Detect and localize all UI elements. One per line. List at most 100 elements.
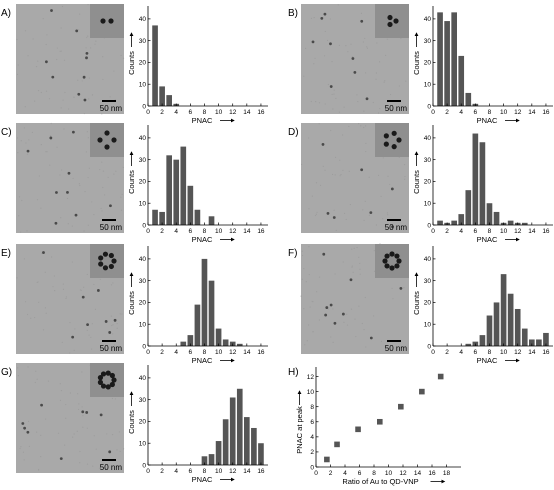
micrograph-grain (91, 348, 93, 350)
nanoparticle (390, 187, 394, 191)
micrograph-grain (48, 98, 51, 100)
micrograph-grain (88, 98, 90, 100)
micrograph-grain (41, 252, 43, 254)
micrograph-grain (368, 214, 370, 216)
y-tick-label: 20 (424, 179, 432, 186)
nanoparticle (74, 213, 78, 217)
nanoparticle (329, 85, 333, 88)
micrograph-grain (23, 258, 26, 260)
nanoparticle (50, 9, 53, 12)
micrograph-grain (315, 213, 318, 215)
nanoparticle (324, 313, 328, 317)
micrograph-grain (45, 43, 47, 46)
nanoparticle (349, 278, 353, 282)
histogram-bar (521, 222, 528, 225)
x-axis-label: Ratio of Au to QD-VNP (342, 477, 418, 486)
inset-particle (111, 137, 117, 143)
micrograph-grain (377, 174, 380, 176)
micrograph-grain (59, 383, 61, 385)
micrograph-grain (34, 316, 36, 319)
micrograph-grain (26, 230, 28, 232)
inset-particle (384, 263, 390, 269)
x-tick-label: 6 (189, 228, 193, 235)
micrograph-grain (83, 112, 85, 115)
x-tick-label: 18 (443, 470, 451, 477)
micrograph-grain (304, 344, 306, 346)
micrograph-grain (94, 43, 96, 45)
inset-particle (394, 263, 400, 269)
micrograph-grain (334, 273, 336, 275)
micrograph-grain (78, 29, 80, 31)
y-axis-label: Counts (127, 170, 136, 194)
x-tick-label: 8 (488, 228, 492, 235)
x-tick-label: 12 (229, 228, 237, 235)
micrograph-grain (357, 100, 359, 103)
y-tick-label: 10 (307, 389, 315, 396)
micrograph-grain (361, 322, 363, 325)
micrograph-grain (318, 319, 321, 321)
micrograph-grain (44, 307, 47, 309)
micrograph-grain (42, 18, 44, 20)
x-tick-label: 12 (229, 349, 237, 356)
histogram-bar (236, 388, 243, 465)
micrograph-grain (386, 38, 389, 40)
x-tick-label: 8 (203, 468, 207, 475)
x-tick-label: 6 (189, 109, 193, 116)
inset-particle (98, 261, 104, 267)
histogram-bar (244, 417, 250, 465)
nanoparticle (365, 97, 369, 101)
x-tick-label: 14 (243, 468, 251, 475)
micrograph-grain (63, 128, 65, 130)
inset-particle (102, 251, 109, 257)
micrograph-grain (44, 271, 46, 273)
micrograph-grain (86, 131, 88, 133)
micrograph-grain (350, 308, 353, 310)
nanoparticle (51, 75, 55, 79)
micrograph-grain (310, 17, 313, 19)
histogram-bar (451, 220, 457, 225)
micrograph-grain (351, 265, 353, 267)
histogram-chart: 0 10 20 30 40 0 2 4 6 8 10 12 14 16 PNAC Counts (127, 246, 268, 365)
nanoparticle (83, 98, 87, 102)
micrograph-grain (17, 152, 19, 154)
x-axis-label: PNAC (477, 116, 498, 125)
histogram-bar (465, 343, 472, 346)
micrograph-grain (404, 175, 406, 178)
micrograph-grain (86, 427, 88, 429)
x-tick-label: 16 (257, 468, 265, 475)
inset-particle (97, 375, 104, 381)
scale-bar-label: 50 nm (100, 104, 123, 113)
tem-micrograph: 50 nm (16, 4, 125, 115)
micrograph-grain (16, 277, 18, 279)
nanoparticle (45, 60, 48, 64)
scale-bar (102, 459, 116, 461)
y-tick-label: 30 (139, 397, 147, 404)
micrograph-grain (113, 173, 115, 175)
micrograph-grain (327, 308, 330, 310)
micrograph-grain (112, 282, 114, 284)
x-tick-label: 0 (431, 109, 435, 116)
micrograph-grain (49, 135, 52, 137)
micrograph-grain (403, 164, 406, 166)
y-axis-label: Counts (412, 51, 421, 75)
panel-label: F) (288, 248, 297, 259)
x-tick-label: 2 (160, 228, 164, 235)
micrograph-grain (40, 434, 42, 436)
micrograph-grain (359, 268, 361, 270)
micrograph-grain (28, 139, 30, 141)
y-tick-label: 30 (424, 157, 432, 164)
scale-bar-label: 50 nm (100, 223, 123, 232)
micrograph-grain (350, 43, 352, 45)
micrograph-grain (313, 63, 315, 65)
y-tick-label: 6 (310, 419, 314, 426)
micrograph-grain (109, 96, 111, 98)
micrograph-grain (23, 127, 25, 129)
micrograph-grain (354, 318, 356, 320)
micrograph-grain (101, 113, 103, 115)
x-tick-label: 4 (174, 228, 178, 235)
inset-particle (98, 255, 104, 261)
nanoparticle (82, 75, 86, 79)
histogram-bar (543, 332, 549, 346)
micrograph-grain (346, 324, 349, 326)
micrograph-grain (368, 176, 370, 178)
